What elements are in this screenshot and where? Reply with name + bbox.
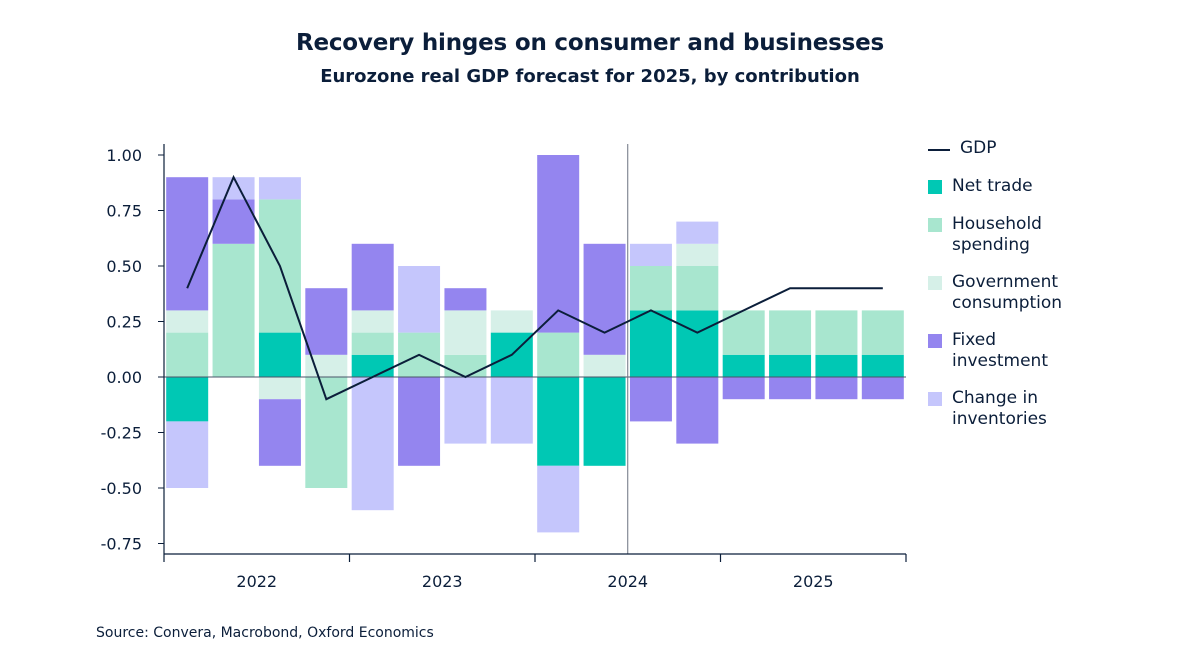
y-tick-label-5: -0.25	[101, 424, 142, 443]
bar-government-11	[676, 243, 719, 266]
bar-net_trade-11	[676, 310, 719, 377]
bar-inventories-5	[398, 266, 441, 333]
legend-item-gdp: GDP	[928, 138, 1100, 159]
bar-household-11	[676, 266, 719, 311]
y-tick-label-1: 0.75	[106, 202, 142, 221]
bar-fixed-8	[537, 155, 580, 333]
bar-inventories-11	[676, 221, 719, 244]
bar-inventories-4	[351, 377, 394, 511]
bar-fixed-13	[769, 377, 812, 400]
chart-title: Recovery hinges on consumer and business…	[295, 30, 885, 56]
x-tick-label-2024: 2024	[607, 572, 648, 591]
y-tick-label-2: 0.50	[106, 257, 142, 276]
source-note: Source: Convera, Macrobond, Oxford Econo…	[96, 625, 434, 641]
legend-item-government: Government consumption	[928, 272, 1092, 314]
bar-fixed-9	[583, 243, 626, 355]
bar-inventories-8	[537, 465, 580, 533]
legend-label-household: Household spending	[952, 214, 1042, 255]
bar-fixed-6	[444, 288, 487, 311]
bar-government-9	[583, 354, 626, 377]
bar-household-15	[861, 310, 904, 355]
bar-inventories-7	[490, 377, 533, 444]
bar-fixed-1	[212, 199, 255, 244]
bar-inventories-1	[212, 177, 255, 200]
bar-net_trade-13	[769, 354, 812, 377]
bar-household-13	[769, 310, 812, 355]
bar-fixed-2	[258, 399, 301, 466]
bar-inventories-6	[444, 377, 487, 444]
legend-swatch-household	[928, 218, 942, 232]
bar-fixed-10	[629, 377, 672, 422]
bar-net_trade-4	[351, 354, 394, 377]
bar-inventories-0	[166, 421, 209, 488]
legend-label-inventories: Change in inventories	[952, 388, 1047, 429]
x-tick-label-2023: 2023	[422, 572, 463, 591]
bar-household-0	[166, 332, 209, 377]
y-tick-label-7: -0.75	[101, 535, 142, 554]
legend-item-household: Household spending	[928, 214, 1092, 256]
bar-inventories-10	[629, 243, 672, 266]
bar-government-7	[490, 310, 533, 333]
legend-swatch-inventories	[928, 392, 942, 406]
gdp-line	[186, 174, 883, 401]
bar-fixed-0	[166, 177, 209, 311]
legend-item-net-trade: Net trade	[928, 176, 1092, 197]
bar-net_trade-2	[258, 332, 301, 377]
bar-household-6	[444, 354, 487, 377]
y-tick-label-4: 0.00	[106, 368, 142, 387]
legend-label-government: Government consumption	[952, 272, 1063, 313]
legend-swatch-gdp	[928, 149, 950, 151]
y-tick-label-6: -0.50	[101, 479, 142, 498]
bar-fixed-4	[351, 243, 394, 311]
y-tick-label-3: 0.25	[106, 313, 142, 332]
bar-household-10	[629, 266, 672, 311]
bar-net_trade-14	[815, 354, 858, 377]
bar-fixed-5	[398, 377, 441, 466]
bar-fixed-11	[676, 377, 719, 444]
legend-label-net-trade: Net trade	[952, 176, 1033, 196]
legend-swatch-net-trade	[928, 180, 942, 194]
bar-inventories-2	[258, 177, 301, 200]
legend-item-fixed: Fixed investment	[928, 330, 1092, 372]
bar-net_trade-12	[722, 354, 765, 377]
legend-swatch-fixed	[928, 334, 942, 348]
bar-government-2	[258, 377, 301, 400]
bar-government-6	[444, 310, 487, 355]
legend-label-fixed: Fixed investment	[952, 330, 1048, 371]
x-tick-label-2025: 2025	[793, 572, 834, 591]
bar-fixed-12	[722, 377, 765, 400]
legend-swatch-government	[928, 276, 942, 290]
chart-subtitle: Eurozone real GDP forecast for 2025, by …	[320, 66, 860, 87]
y-tick-label-0: 1.00	[106, 146, 142, 165]
bar-household-1	[212, 243, 255, 377]
bar-fixed-14	[815, 377, 858, 400]
bar-government-4	[351, 310, 394, 333]
bar-net_trade-0	[166, 377, 209, 422]
bar-net_trade-9	[583, 377, 626, 466]
bar-fixed-15	[861, 377, 904, 400]
bar-household-8	[537, 332, 580, 377]
legend-label-gdp: GDP	[960, 138, 997, 158]
bar-household-14	[815, 310, 858, 355]
bar-household-3	[305, 377, 348, 488]
bar-net_trade-8	[537, 377, 580, 466]
bar-household-4	[351, 332, 394, 355]
bar-net_trade-15	[861, 354, 904, 377]
bar-government-0	[166, 310, 209, 333]
legend-item-inventories: Change in inventories	[928, 388, 1092, 430]
x-tick-label-2022: 2022	[236, 572, 277, 591]
bar-fixed-3	[305, 288, 348, 355]
bar-net_trade-10	[629, 310, 672, 377]
